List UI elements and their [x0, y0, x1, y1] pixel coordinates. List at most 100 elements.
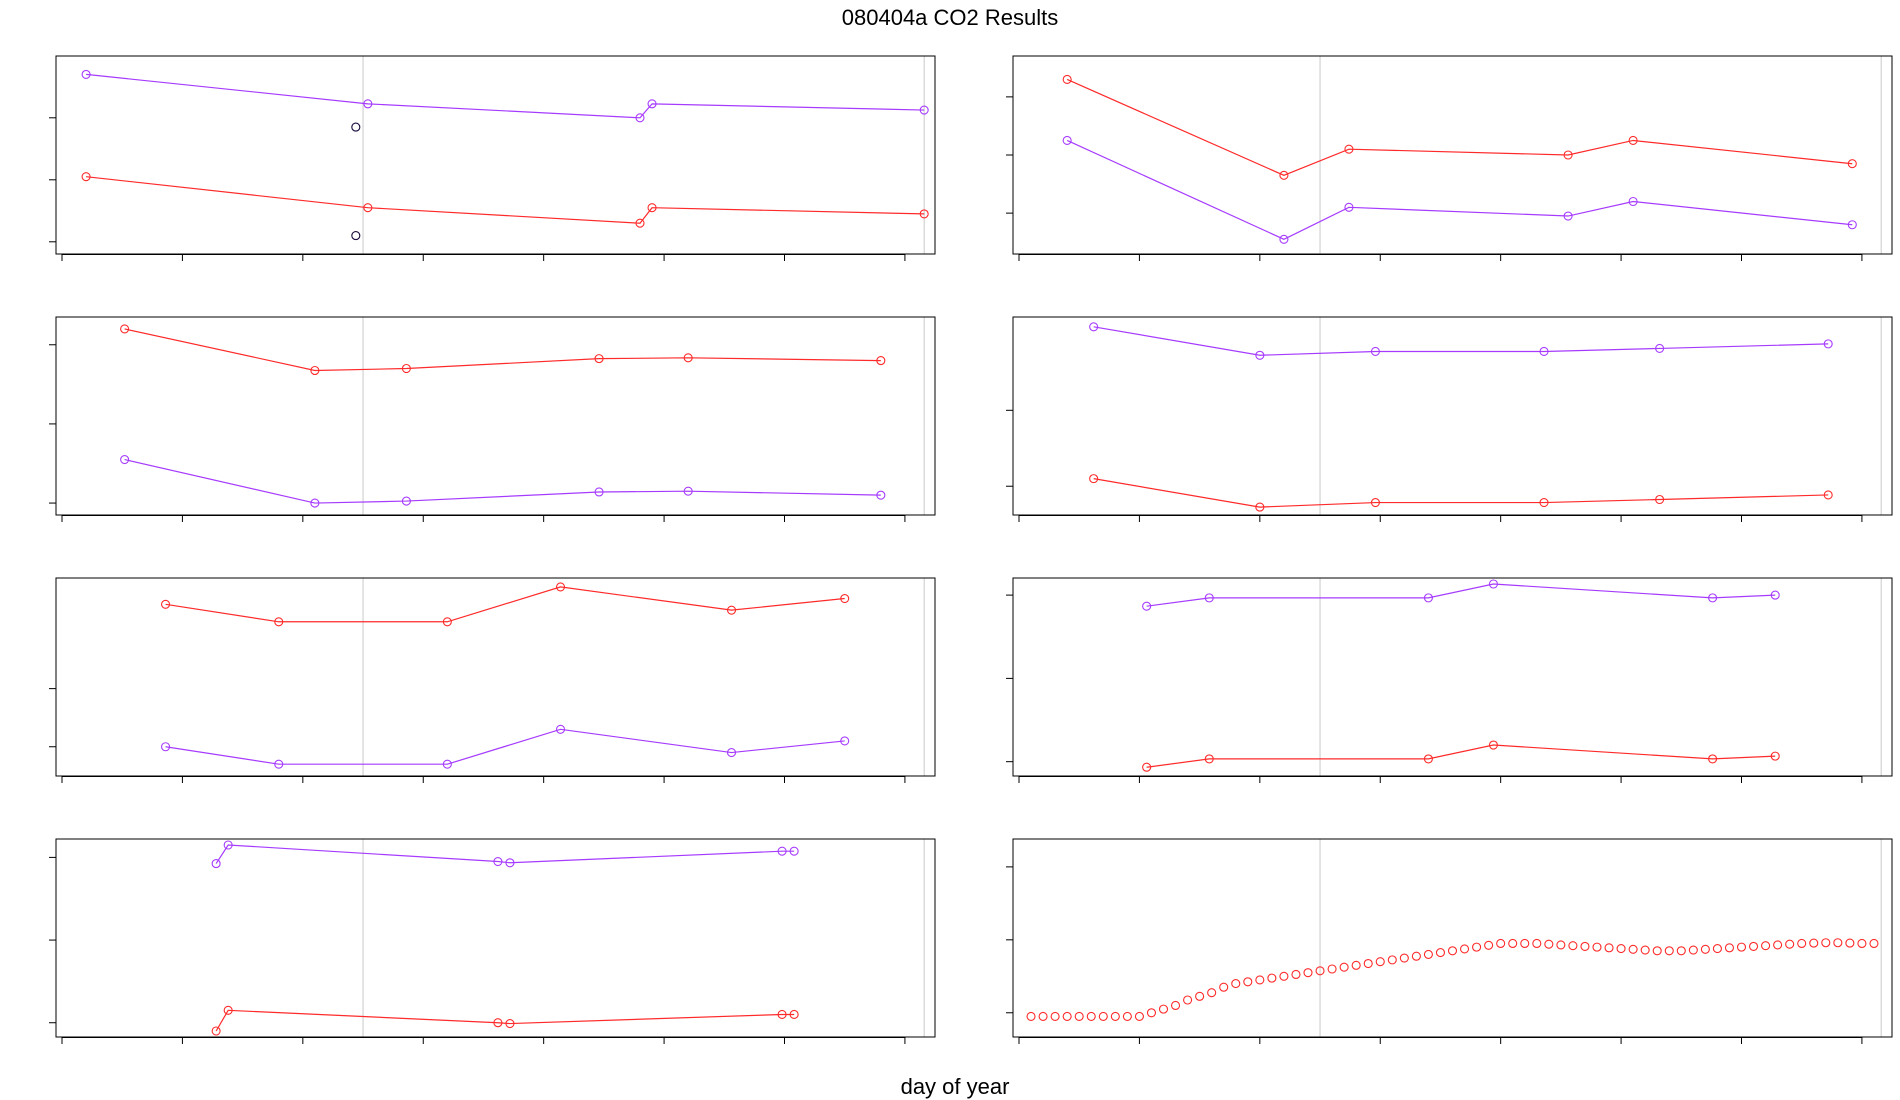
figure-title: 080404a CO2 Results	[842, 5, 1058, 30]
data-point	[505, 858, 515, 868]
series-purple	[81, 69, 929, 123]
series-line	[124, 328, 881, 372]
data-point	[1488, 740, 1498, 750]
data-point	[363, 99, 373, 109]
data-point	[777, 1009, 787, 1020]
series-line	[124, 458, 881, 504]
data-point	[1556, 940, 1566, 950]
data-point	[1050, 1011, 1060, 1021]
panel-1	[49, 55, 936, 261]
series-purple	[211, 840, 799, 869]
data-point	[1351, 960, 1361, 970]
series-line	[165, 728, 845, 765]
data-point	[442, 759, 452, 769]
plot-frame	[55, 316, 936, 516]
series-purple	[1062, 135, 1857, 244]
series-red	[120, 324, 886, 376]
data-point	[120, 324, 130, 334]
data-point	[1279, 234, 1289, 244]
data-point	[683, 486, 693, 496]
x-axis-label: day of year	[901, 1074, 1010, 1099]
series-line	[1066, 139, 1853, 240]
data-point	[493, 856, 503, 867]
data-point	[1146, 1008, 1157, 1018]
data-point	[1327, 964, 1337, 974]
data-point	[1845, 938, 1855, 948]
series-red	[1142, 740, 1780, 772]
series-line	[165, 586, 845, 623]
data-point	[1532, 938, 1542, 949]
data-point	[1243, 977, 1253, 987]
data-point	[442, 617, 452, 627]
data-point	[1038, 1011, 1048, 1021]
data-point	[401, 363, 411, 374]
data-point	[1279, 170, 1289, 180]
panels-group	[49, 55, 1893, 1044]
series-line	[1093, 326, 1829, 356]
series-purple	[161, 724, 850, 769]
data-point	[1869, 938, 1879, 949]
panel-6	[1006, 577, 1893, 783]
data-point	[1142, 762, 1152, 772]
data-point	[1724, 943, 1735, 953]
data-point	[1423, 593, 1433, 603]
data-point	[1823, 339, 1833, 349]
panel-4	[1006, 316, 1893, 522]
data-point	[789, 846, 799, 856]
series-line	[1066, 78, 1853, 176]
series-purple	[1142, 579, 1780, 611]
data-point	[1279, 971, 1289, 981]
plot-frame	[55, 55, 936, 255]
data-point	[1231, 979, 1241, 989]
data-point	[1652, 946, 1662, 956]
data-point	[1797, 938, 1807, 949]
data-point	[211, 859, 221, 869]
data-point	[1809, 938, 1819, 948]
data-point	[555, 582, 566, 592]
data-point	[161, 742, 171, 752]
data-point	[1520, 938, 1530, 949]
data-point	[1074, 1011, 1084, 1021]
panel-7	[49, 838, 936, 1044]
plot-frame	[1012, 55, 1893, 255]
data-point	[493, 1018, 503, 1028]
data-point	[1708, 593, 1718, 603]
plot-frame	[1012, 316, 1893, 516]
series-red	[81, 172, 929, 228]
data-point	[1563, 150, 1573, 160]
data-point	[1170, 1000, 1181, 1011]
data-point	[635, 113, 645, 123]
data-point	[1708, 754, 1718, 764]
data-point	[1435, 948, 1446, 958]
plot-frame	[1012, 577, 1893, 777]
data-point	[1785, 939, 1795, 949]
data-point	[1472, 942, 1482, 952]
data-point	[726, 748, 737, 758]
data-point	[1423, 949, 1433, 959]
data-point	[1655, 494, 1665, 505]
data-point	[1857, 938, 1867, 949]
data-point	[594, 487, 604, 497]
data-point	[1255, 350, 1265, 360]
data-point	[876, 490, 886, 500]
data-point	[1761, 941, 1771, 951]
data-point	[1062, 1011, 1072, 1021]
data-point	[1640, 945, 1650, 955]
plot-frame	[1012, 838, 1893, 1038]
data-point	[351, 122, 361, 132]
series-red	[1062, 74, 1857, 180]
data-point	[1847, 220, 1857, 230]
data-point	[1580, 941, 1590, 951]
data-point	[1488, 579, 1498, 589]
data-point	[876, 356, 886, 366]
data-point	[1664, 946, 1674, 956]
data-point	[1568, 941, 1578, 951]
data-point	[1255, 502, 1265, 512]
panel-5	[49, 577, 936, 783]
data-point	[1062, 135, 1072, 146]
data-point	[1628, 944, 1638, 954]
data-point	[1700, 944, 1710, 954]
data-point	[1291, 969, 1301, 980]
series-purple	[1089, 322, 1833, 360]
